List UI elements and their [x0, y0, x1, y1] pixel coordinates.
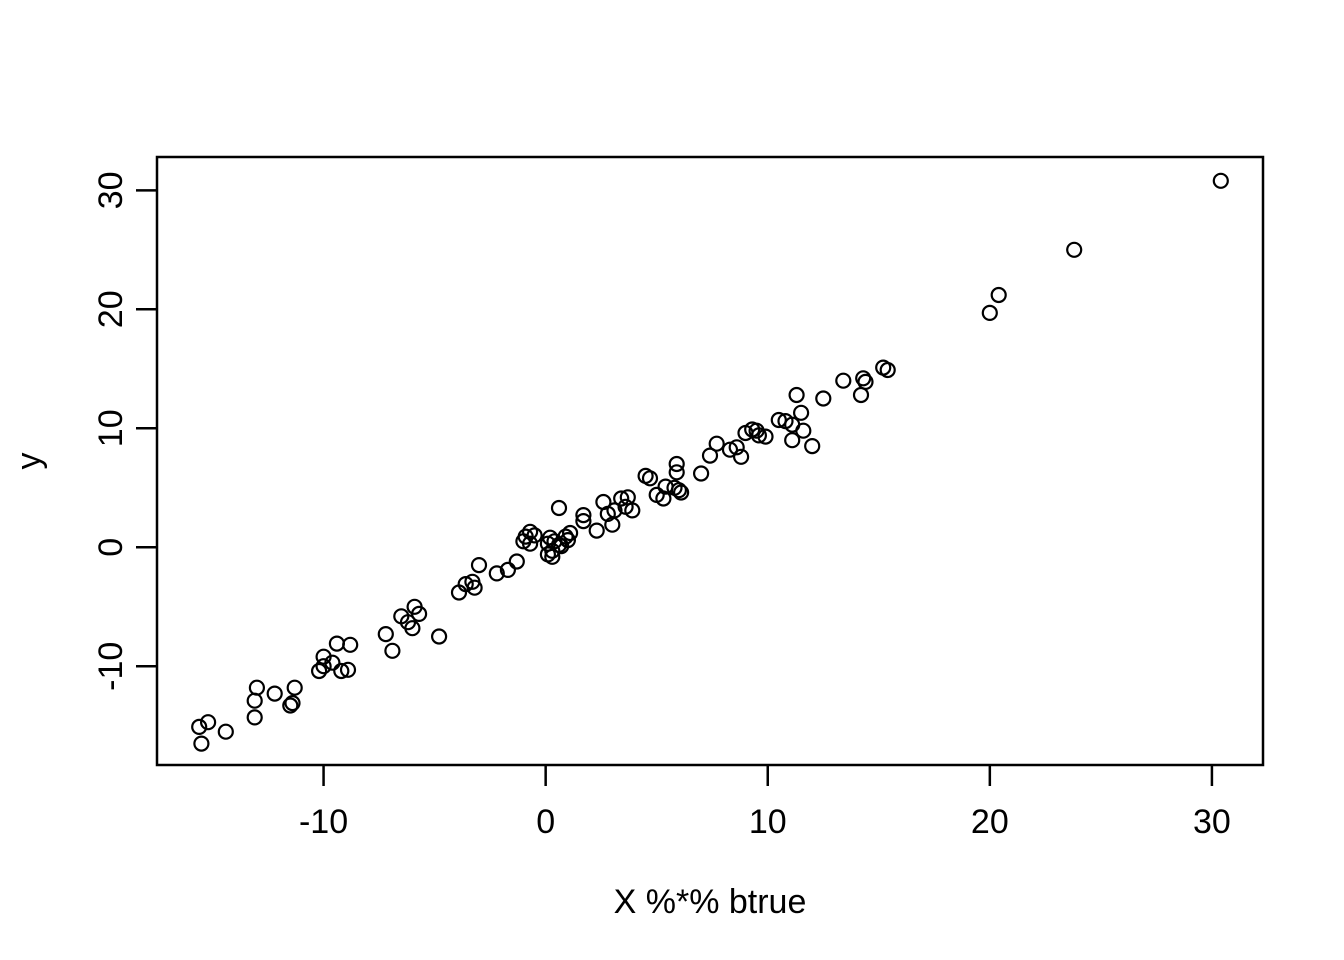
data-point: [588, 522, 605, 539]
x-axis-label: X %*% btrue: [614, 883, 807, 921]
data-point: [266, 685, 283, 702]
data-point: [411, 605, 428, 623]
data-point: [852, 386, 870, 404]
data-point: [248, 679, 265, 696]
data-point: [721, 441, 739, 458]
data-point: [284, 694, 301, 712]
data-point: [246, 709, 263, 726]
data-point: [342, 636, 359, 653]
data-point: [200, 714, 217, 731]
data-point: [550, 499, 568, 517]
data-point: [311, 662, 328, 680]
data-point: [339, 661, 357, 678]
data-point: [575, 512, 592, 530]
data-point: [521, 535, 539, 552]
data-point: [701, 447, 719, 464]
data-point: [193, 735, 210, 752]
data-point: [784, 432, 801, 449]
data-point: [990, 286, 1007, 304]
data-point: [728, 439, 745, 456]
data-point: [521, 523, 539, 540]
y-axis: -10 0 10 20 30: [92, 171, 157, 691]
data-point: [981, 304, 998, 321]
data-point: [282, 697, 299, 714]
data-point: [575, 506, 592, 524]
data-point: [246, 692, 263, 709]
data-point: [384, 642, 401, 659]
data-point: [315, 658, 332, 675]
data-point: [792, 404, 810, 421]
data-point: [672, 484, 690, 501]
data-point: [466, 579, 483, 596]
data-point: [191, 718, 208, 736]
plot-border: [155, 155, 1265, 767]
data-point: [815, 390, 832, 407]
data-point: [328, 635, 345, 652]
data-point: [1066, 241, 1083, 258]
data-point: [333, 662, 350, 680]
x-tick-label: 10: [749, 803, 787, 841]
data-point: [692, 465, 710, 482]
data-point: [488, 565, 505, 582]
data-point: [1212, 172, 1229, 189]
y-tick-label: -10: [92, 642, 130, 691]
data-point: [757, 428, 774, 445]
data-point: [624, 502, 641, 519]
y-axis-label: y: [10, 453, 48, 470]
data-point: [499, 561, 516, 579]
data-point: [613, 490, 630, 507]
data-point: [286, 679, 303, 696]
data-point: [377, 625, 394, 643]
data-point: [668, 455, 685, 473]
data-point: [732, 448, 750, 465]
data-point: [508, 553, 525, 570]
data-point: [668, 464, 685, 481]
data-point: [544, 548, 561, 565]
y-tick-label: 20: [92, 290, 130, 328]
data-point: [604, 516, 621, 533]
data-point: [795, 422, 812, 439]
y-tick-label: 0: [92, 538, 130, 557]
data-point: [431, 628, 448, 645]
data-point: [217, 723, 234, 740]
data-point: [788, 386, 805, 404]
data-point: [879, 361, 896, 379]
data-point: [457, 575, 474, 593]
data-point: [544, 542, 561, 559]
data-point: [553, 537, 570, 555]
data-point: [526, 527, 543, 544]
x-tick-label: 30: [1193, 803, 1231, 841]
data-point: [708, 435, 725, 452]
data-point: [835, 372, 852, 389]
y-tick-label: 30: [92, 171, 130, 209]
x-tick-label: 0: [536, 803, 555, 841]
data-point: [670, 482, 688, 499]
data-point: [470, 556, 488, 574]
data-point: [641, 470, 659, 487]
x-tick-label: 20: [971, 803, 1009, 841]
data-point: [804, 438, 821, 455]
data-point: [561, 524, 579, 542]
data-point: [324, 654, 341, 671]
data-point: [750, 427, 768, 444]
data-point: [857, 373, 874, 390]
data-point: [404, 620, 421, 637]
x-tick-label: -10: [299, 803, 348, 841]
y-tick-label: 10: [92, 409, 130, 447]
data-point: [655, 490, 672, 507]
x-axis: -10 0 10 20 30: [299, 765, 1231, 841]
data-points: [191, 172, 1229, 752]
